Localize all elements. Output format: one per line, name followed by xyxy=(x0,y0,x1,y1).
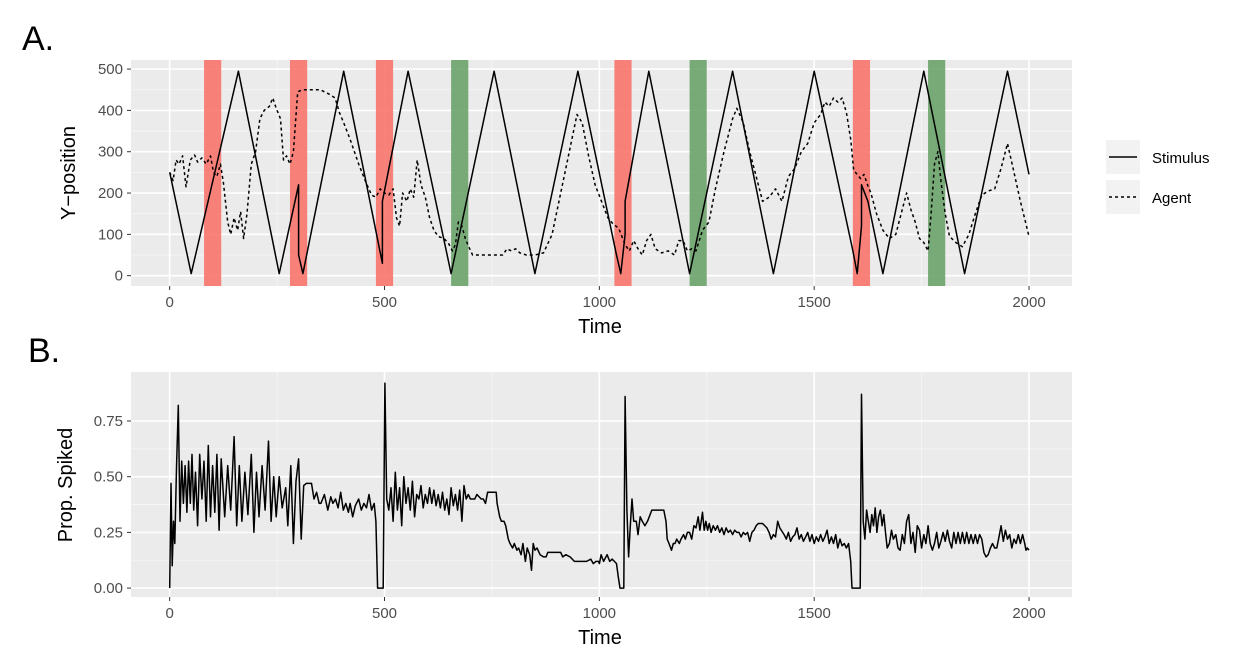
panel-a-label: A. xyxy=(22,20,54,58)
panel-a-x-axis-title: Time xyxy=(578,316,622,338)
panel-b-y-axis-title: Prop. Spiked xyxy=(55,428,77,543)
x-tick-label: 2000 xyxy=(1012,605,1045,622)
y-tick-label: 200 xyxy=(98,185,123,202)
panel-a-x-ticks: 0 500 1000 1500 2000 xyxy=(165,286,1045,311)
legend-label-stimulus: Stimulus xyxy=(1152,150,1210,167)
y-tick-label: 0 xyxy=(115,268,123,285)
x-tick-label: 500 xyxy=(372,605,397,622)
panel-b-x-ticks: 0 500 1000 1500 2000 xyxy=(165,597,1045,622)
legend: Stimulus Agent xyxy=(1106,140,1210,214)
shaded-interval xyxy=(451,60,468,286)
y-tick-label: 0.50 xyxy=(94,469,123,486)
y-tick-label: 500 xyxy=(98,61,123,78)
y-tick-label: 0.00 xyxy=(94,580,123,597)
x-tick-label: 500 xyxy=(372,294,397,311)
panel-a-y-axis-title: Y−position xyxy=(58,126,80,220)
panel-b-label: B. xyxy=(28,332,60,370)
panel-b-background xyxy=(131,372,1072,597)
panel-a-y-ticks: 0 100 200 300 400 500 xyxy=(98,61,131,285)
y-tick-label: 100 xyxy=(98,226,123,243)
x-tick-label: 2000 xyxy=(1012,294,1045,311)
panel-b-y-ticks: 0.00 0.25 0.50 0.75 xyxy=(94,413,131,597)
x-tick-label: 0 xyxy=(165,605,173,622)
x-tick-label: 0 xyxy=(165,294,173,311)
panel-b-x-axis-title: Time xyxy=(578,627,622,649)
y-tick-label: 0.75 xyxy=(94,413,123,430)
x-tick-label: 1500 xyxy=(798,294,831,311)
panel-b-plot: 0.00 0.25 0.50 0.75 0 500 1000 1500 2000 Time P… xyxy=(55,372,1072,649)
y-tick-label: 300 xyxy=(98,144,123,161)
panel-a-plot: 0 100 200 300 400 500 0 500 1000 1500 2000 Time Y… xyxy=(58,60,1072,338)
y-tick-label: 400 xyxy=(98,102,123,119)
y-tick-label: 0.25 xyxy=(94,524,123,541)
shaded-interval xyxy=(376,60,393,286)
shaded-interval xyxy=(928,60,945,286)
x-tick-label: 1000 xyxy=(583,294,616,311)
legend-label-agent: Agent xyxy=(1152,190,1192,207)
x-tick-label: 1500 xyxy=(798,605,831,622)
x-tick-label: 1000 xyxy=(583,605,616,622)
shaded-interval xyxy=(690,60,707,286)
